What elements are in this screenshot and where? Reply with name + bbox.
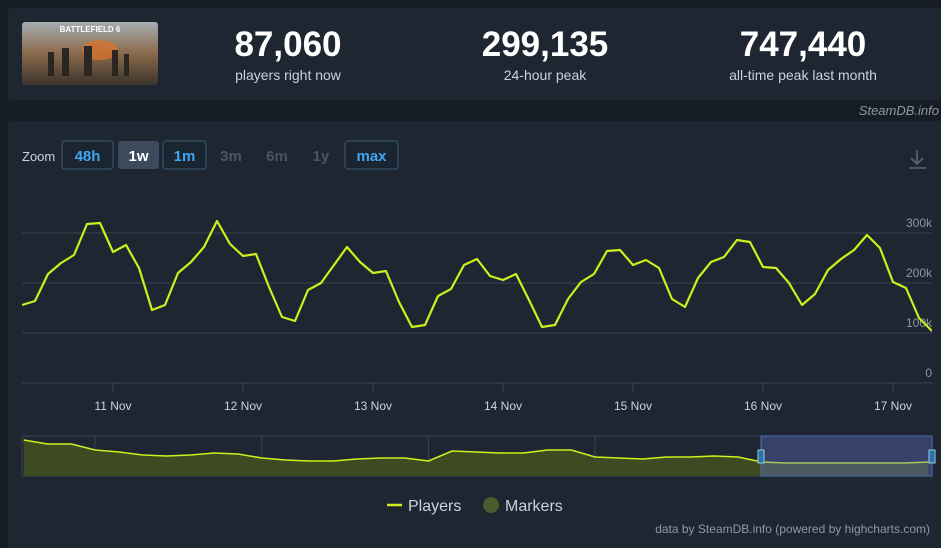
stat-label: all-time peak last month [729, 67, 877, 83]
source-label[interactable]: SteamDB.info [859, 103, 939, 118]
download-icon[interactable] [909, 150, 926, 169]
area [23, 440, 929, 476]
selected-range[interactable] [760, 435, 933, 477]
game-title: BATTLEFIELD 6 [60, 25, 121, 34]
credits[interactable]: data by SteamDB.info (powered by highcha… [655, 522, 930, 536]
legend-marker[interactable] [483, 497, 499, 513]
zoom-option[interactable]: 1w [128, 148, 148, 165]
stat-value: 747,440 [740, 25, 867, 64]
zoom-option[interactable]: 3m [220, 148, 242, 165]
stat-label: 24-hour peak [504, 67, 588, 83]
x-tick-label: 13 Nov [354, 399, 392, 413]
y-tick-label: 200k [906, 266, 933, 280]
zoom-option[interactable]: 6m [266, 148, 288, 165]
stat-value: 87,060 [234, 25, 341, 64]
x-tick-label: 16 Nov [744, 399, 782, 413]
stat-label: players right now [235, 67, 342, 83]
y-tick-label: 0 [925, 366, 932, 380]
chart-panel [8, 121, 941, 548]
zoom-option[interactable]: 1m [174, 148, 196, 165]
x-tick-label: 15 Nov [614, 399, 652, 413]
x-tick-label: 14 Nov [484, 399, 522, 413]
x-tick-label: 11 Nov [94, 399, 131, 413]
image-soldiers [48, 46, 129, 76]
legend-label[interactable]: Players [408, 498, 461, 515]
zoom-button[interactable] [61, 140, 114, 170]
range-handle[interactable] [928, 449, 936, 464]
legend-label[interactable]: Markers [505, 498, 563, 515]
stat-value: 299,135 [482, 25, 609, 64]
x-tick-label: 12 Nov [224, 399, 262, 413]
series-line [22, 219, 932, 332]
zoom-option[interactable]: max [356, 148, 387, 165]
stats-panel [8, 8, 941, 100]
zoom-label: Zoom [22, 149, 55, 164]
zoom-option[interactable]: 1y [313, 148, 330, 165]
zoom-option[interactable]: 48h [75, 148, 101, 165]
series-line [23, 439, 929, 464]
zoom-buttons: 48h 1w 1m 3m 6m 1y max [61, 140, 399, 170]
zoom-button[interactable] [118, 141, 159, 169]
range-handle[interactable] [757, 449, 765, 464]
zoom-button[interactable] [162, 140, 207, 170]
y-tick-label: 300k [906, 216, 933, 230]
navigator: 13 Oct20 Oct27 Oct3 Nov10 Nov [21, 435, 936, 477]
x-tick-label: 17 Nov [874, 399, 912, 413]
zoom-button[interactable] [344, 140, 399, 170]
